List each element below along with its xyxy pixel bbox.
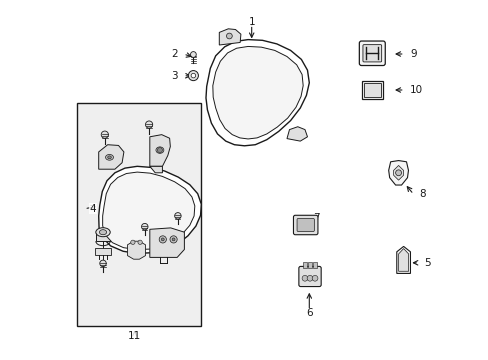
Bar (361, 81, 382, 99)
Circle shape (157, 148, 162, 153)
Polygon shape (102, 172, 194, 249)
Circle shape (226, 33, 232, 39)
Bar (363, 83, 380, 97)
Ellipse shape (156, 147, 163, 153)
Polygon shape (286, 127, 307, 141)
Polygon shape (99, 145, 123, 169)
Text: 11: 11 (128, 330, 141, 341)
Polygon shape (212, 46, 303, 139)
Polygon shape (219, 29, 241, 45)
Bar (302, 262, 306, 268)
Bar (95, 248, 111, 255)
Circle shape (141, 224, 148, 230)
Circle shape (159, 236, 166, 243)
Bar (77, 103, 201, 326)
FancyBboxPatch shape (296, 219, 314, 231)
Circle shape (101, 131, 108, 138)
Polygon shape (388, 161, 407, 185)
Circle shape (174, 213, 181, 219)
FancyBboxPatch shape (298, 266, 321, 287)
Polygon shape (149, 166, 162, 173)
Text: 8: 8 (418, 189, 425, 199)
Text: 5: 5 (424, 258, 430, 268)
FancyBboxPatch shape (362, 45, 381, 62)
Circle shape (100, 260, 106, 267)
Polygon shape (398, 248, 408, 271)
Circle shape (145, 121, 152, 128)
FancyBboxPatch shape (359, 41, 385, 66)
Circle shape (190, 51, 196, 57)
Circle shape (306, 275, 312, 281)
Bar (96, 232, 110, 241)
Polygon shape (205, 40, 309, 146)
Text: 6: 6 (305, 308, 312, 318)
Polygon shape (396, 246, 409, 274)
Polygon shape (149, 135, 170, 166)
Circle shape (170, 236, 177, 243)
Polygon shape (393, 166, 403, 180)
Ellipse shape (105, 154, 113, 160)
FancyBboxPatch shape (293, 215, 317, 235)
Bar (307, 262, 311, 268)
Circle shape (138, 240, 142, 244)
Ellipse shape (107, 156, 111, 159)
Text: 2: 2 (171, 49, 178, 59)
Polygon shape (149, 228, 184, 257)
Circle shape (395, 170, 401, 176)
Text: 1: 1 (248, 17, 254, 27)
Text: 10: 10 (409, 85, 422, 95)
Circle shape (172, 238, 175, 241)
Circle shape (130, 240, 135, 244)
Circle shape (191, 73, 195, 78)
Circle shape (302, 275, 307, 281)
Bar (312, 262, 317, 268)
Circle shape (188, 71, 198, 81)
Circle shape (161, 238, 164, 241)
Text: 9: 9 (409, 49, 416, 59)
Text: 7: 7 (312, 213, 319, 223)
Polygon shape (127, 241, 145, 259)
Circle shape (311, 275, 317, 281)
Polygon shape (99, 166, 201, 253)
Text: 3: 3 (171, 71, 178, 81)
Text: 4: 4 (89, 204, 96, 214)
Ellipse shape (99, 230, 106, 235)
Ellipse shape (96, 228, 110, 237)
